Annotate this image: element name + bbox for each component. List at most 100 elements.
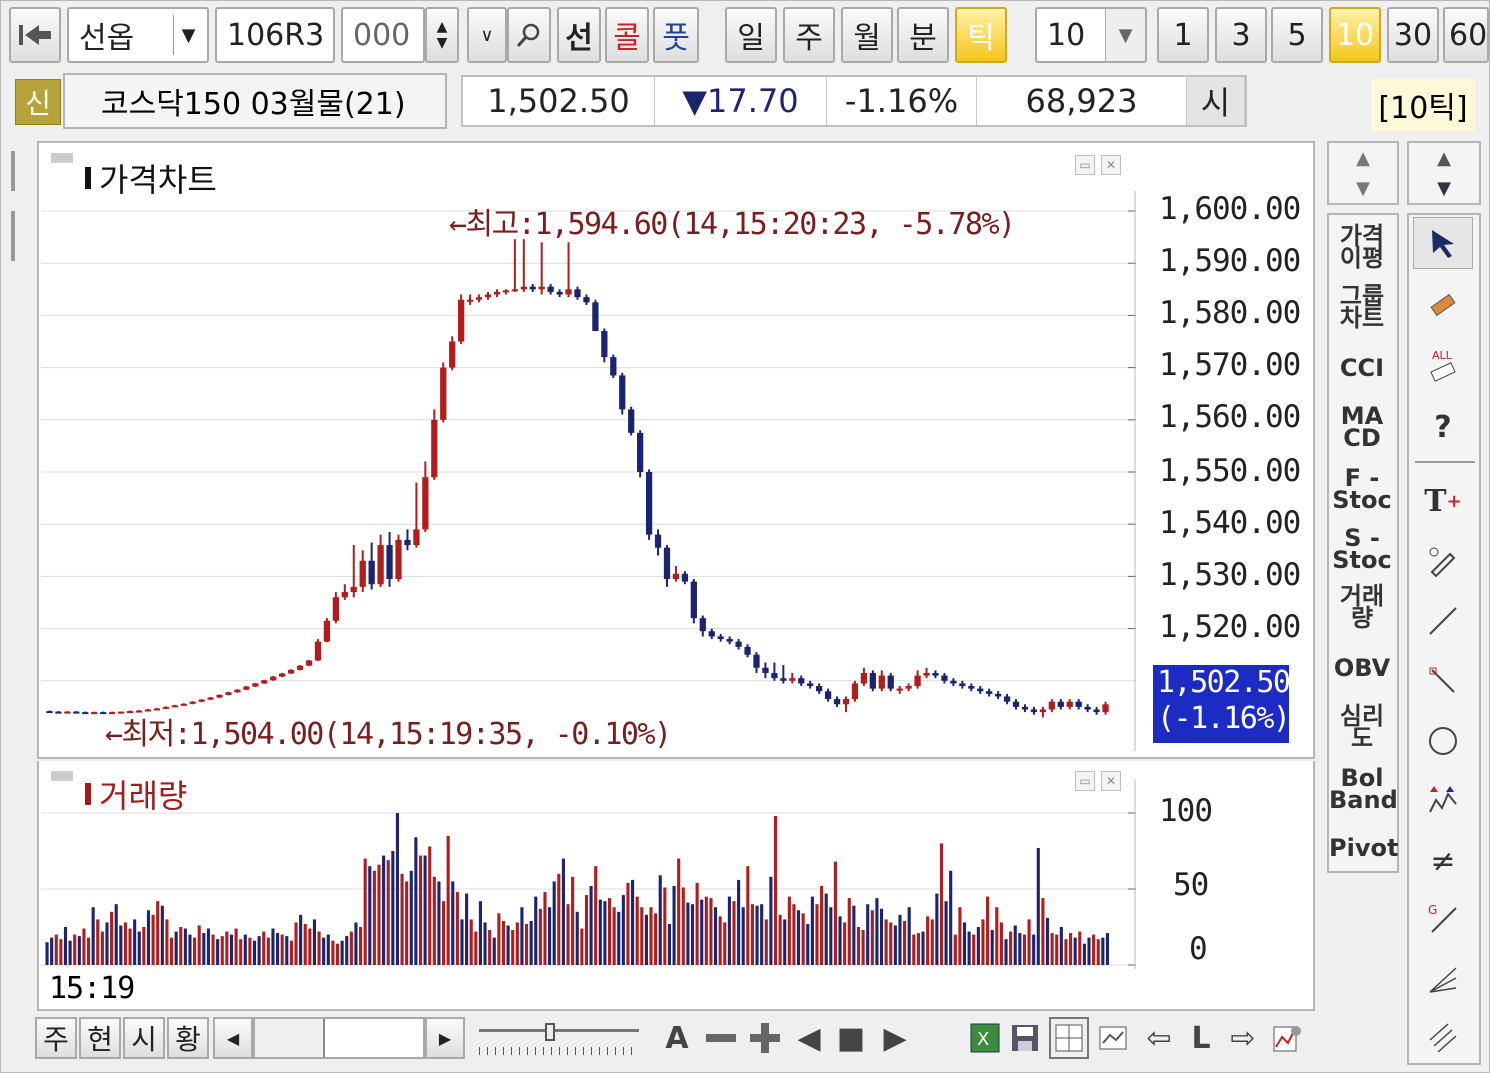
price-chart-plot[interactable] bbox=[41, 191, 1136, 751]
period-month[interactable]: 월 bbox=[841, 7, 893, 63]
period-day[interactable]: 일 bbox=[725, 7, 777, 63]
search-button[interactable] bbox=[507, 7, 551, 63]
volume-bar bbox=[211, 934, 215, 965]
fan-icon[interactable] bbox=[1413, 953, 1473, 1005]
period-minute[interactable]: 분 bbox=[897, 7, 949, 63]
indicator-volume[interactable]: 거래 량 bbox=[1339, 582, 1385, 632]
dropdown-button[interactable]: ∨ bbox=[467, 7, 507, 63]
chart-layout-icon[interactable] bbox=[1049, 1017, 1089, 1059]
code-input[interactable]: 106R3 bbox=[215, 7, 335, 63]
pane-drag-handle[interactable] bbox=[51, 153, 73, 163]
volume-bar bbox=[524, 923, 529, 965]
count-60[interactable]: 60 bbox=[1443, 7, 1489, 63]
line-tool-icon[interactable] bbox=[1413, 655, 1473, 707]
call-button[interactable]: 콜 bbox=[605, 7, 649, 63]
period-week[interactable]: 주 bbox=[783, 7, 835, 63]
minimize-icon[interactable]: ▭ bbox=[1075, 771, 1095, 791]
candle-body bbox=[816, 686, 823, 692]
volume-chart-pane[interactable] bbox=[37, 761, 1315, 1011]
unit-button[interactable]: 시 bbox=[1187, 77, 1245, 125]
parallel-icon[interactable] bbox=[1413, 1011, 1473, 1063]
text-icon[interactable]: T + bbox=[1424, 483, 1462, 519]
settings-chart-icon[interactable] bbox=[1267, 1017, 1307, 1059]
gann-icon[interactable]: G bbox=[1413, 893, 1473, 945]
count-10[interactable]: 10 bbox=[1329, 7, 1381, 63]
tab-market[interactable]: 시 bbox=[123, 1017, 165, 1059]
volume-bar bbox=[548, 907, 552, 965]
pen-icon[interactable] bbox=[1413, 535, 1473, 587]
volume-bar bbox=[1092, 934, 1096, 965]
indicator-macd[interactable]: MA CD bbox=[1340, 402, 1384, 452]
futures-button[interactable]: 선 bbox=[557, 7, 601, 63]
arrow-right-icon[interactable]: ⇨ bbox=[1230, 1020, 1256, 1056]
count-1[interactable]: 1 bbox=[1157, 7, 1209, 63]
tab-status[interactable]: 황 bbox=[167, 1017, 209, 1059]
indicator-price-ma[interactable]: 가격 이평 bbox=[1339, 222, 1385, 272]
indicator-cci[interactable]: CCI bbox=[1339, 354, 1385, 382]
next-icon[interactable]: ▶ bbox=[883, 1020, 907, 1056]
eraser-icon[interactable] bbox=[1413, 279, 1473, 331]
volume-chart-plot[interactable] bbox=[41, 779, 1136, 969]
put-button[interactable]: 풋 bbox=[653, 7, 699, 63]
up-down-spinner[interactable]: ▲ ▼ bbox=[425, 7, 459, 63]
excel-icon[interactable]: X bbox=[965, 1017, 1005, 1059]
not-equal-icon[interactable]: ≠ bbox=[1430, 843, 1456, 879]
pane-drag-handle[interactable] bbox=[51, 771, 73, 781]
candle-body bbox=[100, 712, 107, 715]
back-button[interactable] bbox=[9, 7, 61, 63]
tab-current[interactable]: 현 bbox=[79, 1017, 121, 1059]
volume-bar bbox=[252, 940, 257, 965]
close-icon[interactable]: ✕ bbox=[1101, 771, 1121, 791]
indicator-group-chart[interactable]: 그룹 차트 bbox=[1339, 282, 1385, 332]
candle-body bbox=[261, 680, 268, 684]
indicator-psychology[interactable]: 심리 도 bbox=[1339, 702, 1385, 752]
price-chart-pane[interactable] bbox=[37, 141, 1315, 759]
chart-window-icon[interactable] bbox=[1093, 1017, 1133, 1059]
scroll-right-button[interactable]: ▶ bbox=[425, 1017, 465, 1059]
indicator-bollinger[interactable]: Bol Band bbox=[1329, 764, 1398, 814]
count-5[interactable]: 5 bbox=[1271, 7, 1323, 63]
minimize-icon[interactable]: ▭ bbox=[1075, 155, 1095, 175]
count-3[interactable]: 3 bbox=[1215, 7, 1267, 63]
prev-icon[interactable]: ◀ bbox=[797, 1020, 821, 1056]
save-icon[interactable] bbox=[1005, 1017, 1045, 1059]
horizontal-scrollbar[interactable] bbox=[253, 1017, 425, 1059]
volume-bar bbox=[764, 919, 768, 965]
zoom-slider[interactable] bbox=[475, 1021, 645, 1059]
count-input[interactable]: 10 ▼ bbox=[1035, 7, 1147, 63]
indicator-f-stoc[interactable]: F - Stoc bbox=[1332, 464, 1392, 514]
line-icon[interactable] bbox=[1413, 595, 1473, 647]
close-icon[interactable]: ✕ bbox=[1101, 155, 1121, 175]
sub-code-input[interactable]: 000 bbox=[341, 7, 425, 63]
minus-icon[interactable] bbox=[701, 1017, 741, 1059]
plus-icon[interactable] bbox=[745, 1017, 785, 1059]
erase-all-icon[interactable]: ALL bbox=[1413, 341, 1473, 393]
indicator-pivot[interactable]: Pivot bbox=[1329, 834, 1399, 862]
text-size-button[interactable]: A bbox=[665, 1020, 689, 1056]
scroll-left-button[interactable]: ◀ bbox=[213, 1017, 253, 1059]
cursor-icon[interactable] bbox=[1413, 217, 1473, 269]
count-30[interactable]: 30 bbox=[1387, 7, 1439, 63]
period-tick[interactable]: 틱 bbox=[955, 7, 1007, 63]
spin-down-icon[interactable]: ▼ bbox=[436, 35, 448, 51]
indicator-s-stoc[interactable]: S - Stoc bbox=[1332, 524, 1392, 574]
tool-scroll-up[interactable]: ▲ ▼ bbox=[1407, 141, 1481, 205]
l-button[interactable]: L bbox=[1191, 1020, 1211, 1056]
help-icon[interactable]: ? bbox=[1434, 409, 1452, 445]
circle-icon[interactable] bbox=[1413, 715, 1473, 767]
back-arrow-icon bbox=[19, 25, 51, 45]
scrollbar-thumb[interactable] bbox=[255, 1019, 325, 1057]
arrow-left-icon[interactable]: ⇦ bbox=[1146, 1020, 1172, 1056]
indicator-obv[interactable]: OBV bbox=[1333, 654, 1391, 682]
updown-icon[interactable] bbox=[1413, 775, 1473, 827]
indicator-scroll-up[interactable]: ▲ ▼ bbox=[1327, 141, 1399, 205]
chevron-down-icon[interactable]: ▼ bbox=[1105, 9, 1145, 61]
tab-stock[interactable]: 주 bbox=[35, 1017, 77, 1059]
spin-up-icon[interactable]: ▲ bbox=[436, 19, 448, 35]
market-select[interactable]: 선옵 ▼ bbox=[67, 7, 209, 63]
slider-thumb[interactable] bbox=[545, 1023, 555, 1041]
candle-body bbox=[789, 678, 796, 681]
volume-bar bbox=[820, 885, 824, 965]
chevron-down-icon[interactable]: ▼ bbox=[173, 15, 203, 55]
stop-icon[interactable]: ■ bbox=[836, 1020, 866, 1056]
